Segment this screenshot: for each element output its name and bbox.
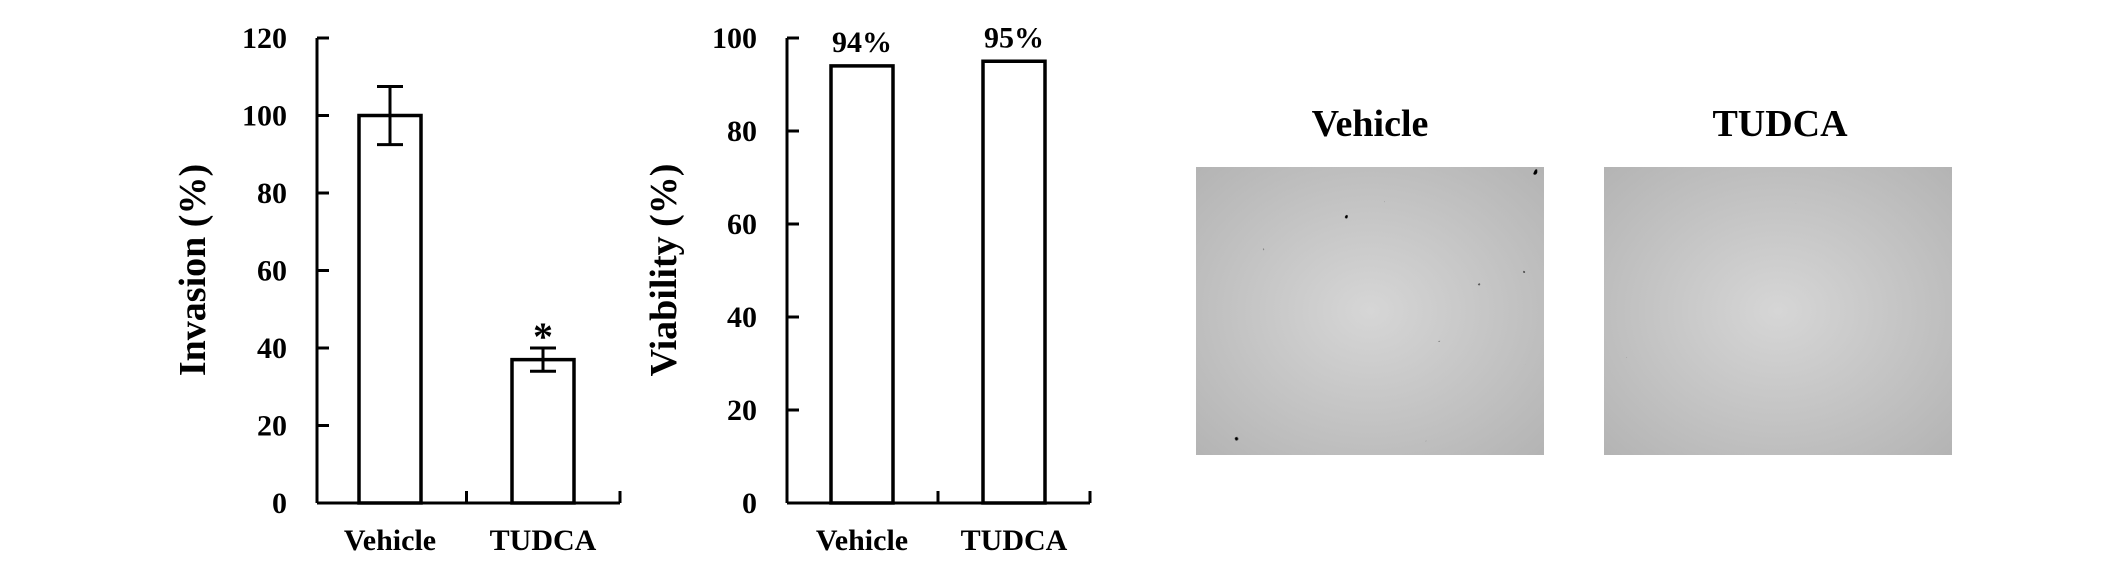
viability-chart: 0 20 40 60 80 100 94% Vehicle 95% TUDCA Viabilit… bbox=[643, 21, 1092, 557]
invasion-y-axis-title: Invasion (%) bbox=[172, 164, 214, 376]
invasion-y-tick-label: 40 bbox=[257, 332, 287, 365]
invasion-axes: 0 20 40 60 80 100 120 bbox=[242, 22, 622, 520]
viability-y-tick-label: 20 bbox=[727, 394, 757, 427]
invasion-bars: Vehicle * TUDCA bbox=[344, 84, 597, 557]
viability-bar-vehicle bbox=[829, 64, 895, 505]
invasion-chart: 0 20 40 60 80 100 120 Vehicle * TUDCA Invasion (… bbox=[172, 22, 622, 557]
invasion-category-label-vehicle: Vehicle bbox=[344, 524, 436, 557]
micrograph-vehicle-panel: Vehicle bbox=[1196, 103, 1544, 455]
viability-bars: 94% Vehicle 95% TUDCA bbox=[816, 21, 1068, 557]
viability-annotation-tudca: 95% bbox=[984, 21, 1044, 54]
viability-y-tick-label: 80 bbox=[727, 115, 757, 148]
invasion-category-label-tudca: TUDCA bbox=[490, 524, 597, 557]
invasion-y-tick-label: 0 bbox=[272, 487, 287, 520]
viability-bar-tudca bbox=[981, 59, 1047, 505]
invasion-bar-vehicle bbox=[357, 113, 423, 505]
invasion-error-bar-tudca bbox=[530, 346, 556, 373]
invasion-y-tick-label: 100 bbox=[242, 100, 287, 133]
viability-category-label-tudca: TUDCA bbox=[961, 524, 1068, 557]
micrograph-tudca-panel: TUDCA bbox=[1604, 103, 1952, 455]
viability-category-label-vehicle: Vehicle bbox=[816, 524, 908, 557]
micrograph-vehicle-title: Vehicle bbox=[1312, 103, 1429, 145]
viability-y-tick-label: 40 bbox=[727, 301, 757, 334]
invasion-error-bar-vehicle bbox=[377, 84, 403, 147]
viability-annotation-vehicle: 94% bbox=[832, 26, 892, 59]
invasion-bar-tudca bbox=[510, 357, 576, 505]
invasion-annotation-tudca: * bbox=[533, 314, 553, 359]
invasion-y-tick-label: 80 bbox=[257, 177, 287, 210]
viability-y-tick-label: 0 bbox=[742, 487, 757, 520]
micrograph-vehicle-image bbox=[1196, 167, 1544, 455]
viability-y-axis-title: Viability (%) bbox=[643, 164, 685, 377]
invasion-y-tick-label: 120 bbox=[242, 22, 287, 55]
viability-y-tick-label: 60 bbox=[727, 208, 757, 241]
micrograph-tudca-image bbox=[1604, 167, 1952, 455]
invasion-y-tick-label: 60 bbox=[257, 255, 287, 288]
micrograph-tudca-title: TUDCA bbox=[1712, 103, 1848, 145]
invasion-y-tick-label: 20 bbox=[257, 410, 287, 443]
viability-y-tick-label: 100 bbox=[712, 22, 757, 55]
